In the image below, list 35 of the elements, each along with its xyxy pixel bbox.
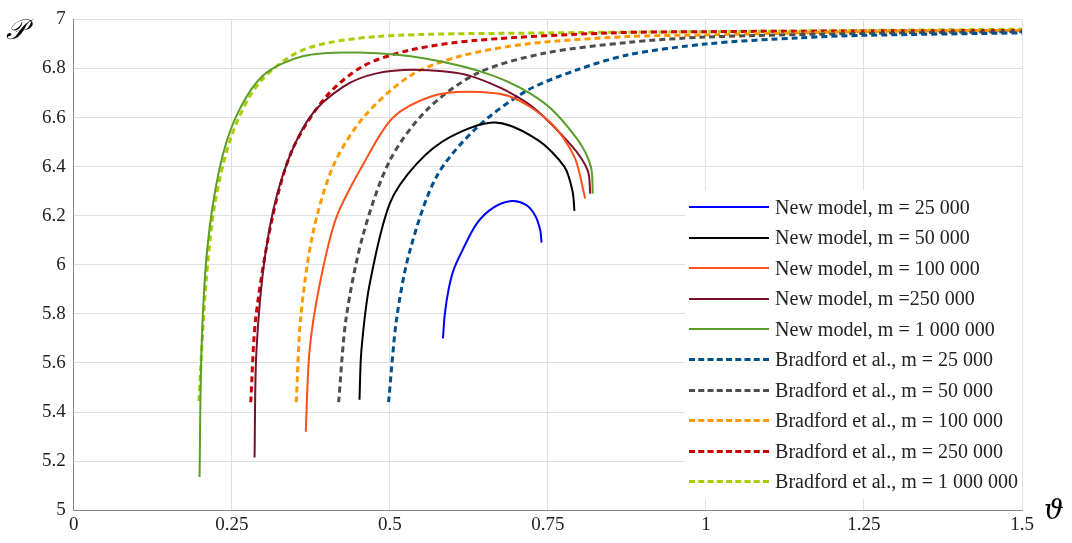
y-tick-label: 6 [56,252,66,274]
y-tick-label: 5.2 [42,449,66,471]
legend-label: New model, m = 100 000 [775,256,980,280]
line-series [358,121,576,401]
legend-label: Bradford et al., m = 100 000 [775,409,1003,433]
line-series [441,199,543,340]
y-tick-label: 6.4 [42,154,67,176]
y-axis-title: 𝒫 [5,12,34,46]
legend-label: New model, m = 25 000 [775,195,970,219]
x-tick-label: 1 [701,512,711,534]
x-tick-label: 1.5 [1010,512,1034,534]
legend-label: Bradford et al., m = 250 000 [775,439,1003,463]
line-series [253,68,592,459]
x-tick-label: 1.25 [847,512,881,534]
legend-label: Bradford et al., m = 1 000 000 [775,470,1018,494]
x-axis-title: ϑ [1044,493,1065,527]
line-series [198,51,594,479]
x-tick-label: 0.75 [531,512,565,534]
legend-label: New model, m =250 000 [775,287,975,311]
line-series [304,90,587,433]
y-tick-label: 5.8 [42,301,66,323]
y-tick-label: 6.6 [42,105,66,127]
y-tick-label: 5.4 [42,400,67,422]
legend-label: Bradford et al., m = 25 000 [775,348,993,372]
legend-label: Bradford et al., m = 50 000 [775,378,993,402]
y-tick-label: 6.2 [42,203,66,225]
x-tick-label: 0 [69,512,79,534]
y-tick-label: 5.6 [42,350,66,372]
legend-label: New model, m = 50 000 [775,226,970,250]
y-tick-label: 7 [56,7,66,29]
y-tick-label: 6.8 [42,56,66,78]
x-tick-label: 0.25 [215,512,249,534]
y-tick-label: 5 [56,498,66,520]
x-tick-label: 0.5 [377,512,402,534]
legend-label: New model, m = 1 000 000 [775,317,995,341]
